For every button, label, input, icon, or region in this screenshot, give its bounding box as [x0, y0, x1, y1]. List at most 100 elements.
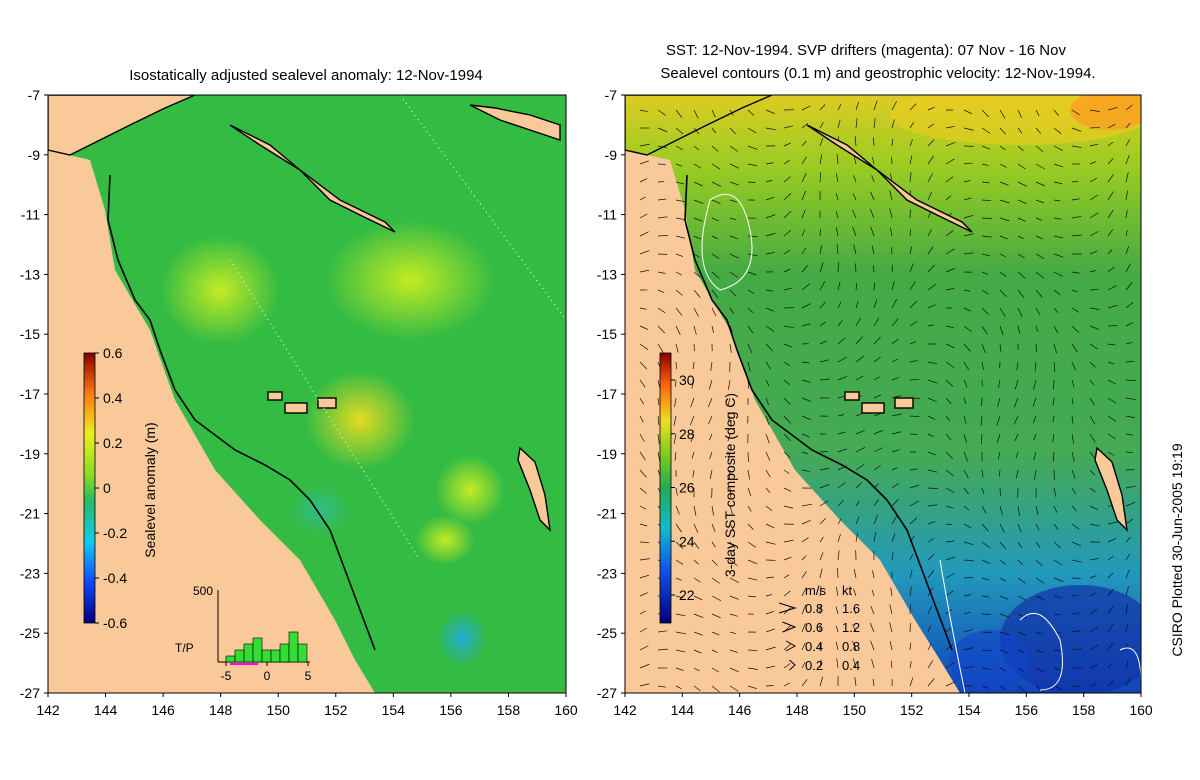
velocity-arrow	[1035, 505, 1039, 515]
velocity-arrow	[927, 487, 938, 489]
velocity-arrow	[801, 623, 806, 633]
velocity-arrow	[819, 245, 822, 255]
velocity-arrow	[889, 190, 893, 201]
velocity-arrow	[693, 667, 700, 672]
velocity-arrow	[711, 541, 716, 548]
velocity-arrow	[999, 127, 1007, 135]
velocity-arrow	[711, 289, 719, 299]
velocity-arrow	[801, 555, 807, 561]
velocity-arrow	[855, 300, 859, 309]
velocity-arrow	[927, 361, 938, 365]
velocity-arrow	[835, 625, 839, 633]
velocity-arrow	[853, 244, 857, 255]
velocity-arrow	[675, 271, 682, 276]
inset-y-label: 500	[193, 584, 213, 598]
velocity-arrow	[674, 397, 677, 407]
velocity-arrow	[1125, 282, 1133, 291]
velocity-arrow	[836, 586, 839, 597]
right-colorbar-gradient	[659, 352, 672, 624]
velocity-arrow	[835, 227, 839, 237]
velocity-arrow	[783, 142, 791, 147]
velocity-arrow	[801, 415, 812, 421]
velocity-arrow	[1107, 325, 1118, 327]
velocity-arrow	[1125, 485, 1136, 489]
velocity-arrow	[837, 568, 839, 579]
velocity-arrow	[945, 487, 955, 493]
velocity-arrow	[747, 487, 752, 496]
velocity-arrow	[783, 125, 793, 129]
velocity-arrow	[872, 570, 875, 579]
velocity-arrow	[729, 181, 739, 186]
velocity-arrow	[927, 173, 933, 183]
velocity-arrow	[1071, 630, 1081, 633]
velocity-arrow	[1107, 433, 1116, 440]
inset-bar	[261, 649, 272, 663]
inset-bar	[234, 649, 245, 663]
velocity-arrow	[945, 248, 955, 255]
velocity-arrow	[639, 415, 644, 423]
velocity-arrow	[927, 469, 938, 473]
velocity-arrow	[801, 397, 812, 402]
velocity-arrow	[835, 211, 839, 219]
inset-x-ticks: -5 0 5	[221, 662, 312, 683]
velocity-arrow	[870, 640, 875, 651]
legend-kt-value: 1.6	[842, 601, 860, 616]
velocity-arrow	[657, 433, 660, 444]
velocity-arrow	[801, 520, 811, 525]
velocity-arrow	[765, 576, 774, 579]
velocity-arrow	[981, 541, 991, 549]
velocity-arrow	[981, 649, 992, 652]
velocity-arrow	[1053, 613, 1061, 616]
velocity-arrow	[1071, 595, 1079, 597]
velocity-arrow	[1089, 109, 1100, 112]
velocity-arrow	[1089, 212, 1099, 219]
velocity-arrow	[819, 500, 829, 507]
velocity-arrow	[693, 559, 699, 565]
velocity-arrow	[711, 685, 720, 693]
velocity-arrow	[1089, 270, 1096, 273]
velocity-arrow	[765, 325, 775, 332]
velocity-arrow	[729, 217, 737, 221]
velocity-arrow	[873, 515, 878, 525]
velocity-arrow	[1125, 643, 1128, 651]
velocity-arrow	[711, 649, 718, 653]
velocity-arrow	[1089, 379, 1095, 386]
velocity-arrow	[675, 289, 683, 296]
velocity-arrow	[747, 523, 754, 530]
velocity-arrow	[765, 628, 776, 633]
velocity-arrow	[693, 505, 697, 516]
velocity-arrow	[639, 558, 650, 561]
velocity-arrow	[639, 592, 648, 597]
velocity-arrow	[891, 299, 897, 309]
velocity-arrow	[981, 361, 984, 370]
inset-bar	[225, 655, 236, 663]
velocity-arrow	[1053, 289, 1061, 296]
velocity-arrow	[1089, 194, 1099, 201]
velocity-arrow	[693, 163, 702, 169]
velocity-arrow	[945, 469, 955, 477]
left-lat-ticks: -7 -9 -11 -13 -15 -17 -19 -21 -23 -25 -27	[20, 87, 48, 701]
velocity-arrow	[1125, 190, 1128, 201]
velocity-arrow	[765, 523, 775, 529]
velocity-arrow	[711, 505, 714, 516]
velocity-arrow	[729, 541, 736, 549]
velocity-arrow	[891, 377, 900, 381]
sst-cool-southeast	[1000, 585, 1141, 693]
velocity-arrow	[801, 662, 806, 669]
velocity-arrow	[1125, 518, 1134, 525]
velocity-arrow	[1107, 229, 1114, 237]
velocity-arrow	[945, 523, 953, 525]
velocity-arrow	[1125, 569, 1130, 579]
lat-tick-label: -13	[597, 266, 617, 282]
velocity-arrow	[909, 139, 913, 147]
velocity-arrow	[1032, 397, 1037, 407]
velocity-legend: m/s kt 0.8 1.6 0.6 1.2 0.4 0.8 0.2 0.4	[778, 583, 860, 673]
velocity-arrow	[963, 611, 971, 615]
velocity-arrow	[945, 627, 952, 633]
velocity-arrow	[837, 482, 846, 489]
velocity-arrow	[909, 642, 911, 651]
lon-tick-label: 148	[785, 702, 809, 718]
velocity-arrow	[1107, 642, 1114, 651]
velocity-arrow	[639, 451, 646, 461]
anomaly-low-coast	[290, 485, 350, 535]
